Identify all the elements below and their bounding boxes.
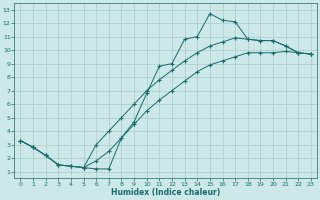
X-axis label: Humidex (Indice chaleur): Humidex (Indice chaleur)	[111, 188, 220, 197]
